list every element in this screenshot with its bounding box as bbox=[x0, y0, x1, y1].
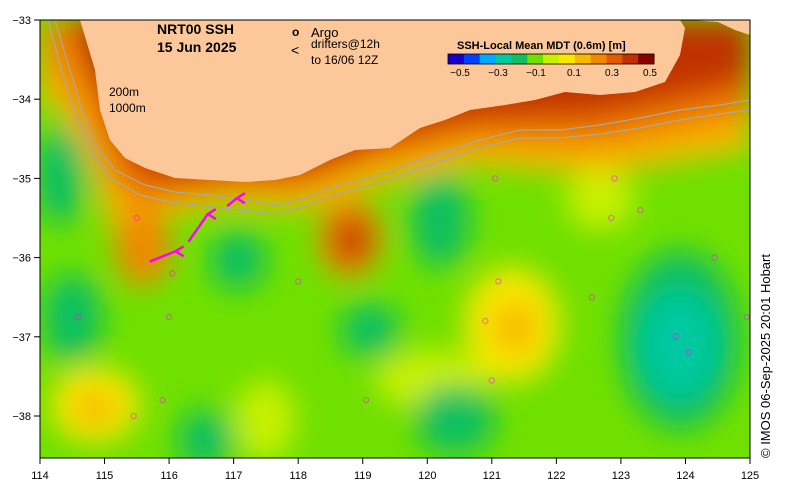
x-tick-label: 122 bbox=[547, 470, 565, 482]
argo-float-marker bbox=[165, 313, 173, 321]
colorbar-title: SSH-Local Mean MDT (0.6m) [m] bbox=[457, 40, 626, 52]
colorbar-swatch bbox=[558, 54, 576, 64]
y-tick-label: −36 bbox=[12, 253, 31, 265]
x-axis: 114 115 116 117 118 119 120 121 122 123 124 125 bbox=[31, 458, 759, 482]
colorbar-swatch bbox=[606, 54, 623, 64]
argo-float-marker bbox=[133, 214, 141, 222]
argo-float-marker bbox=[488, 377, 496, 384]
argo-float-marker bbox=[75, 313, 82, 321]
argo-float-marker bbox=[711, 254, 718, 261]
argo-float-marker bbox=[611, 175, 618, 182]
drifter-track bbox=[187, 213, 209, 243]
x-tick-label: 125 bbox=[741, 470, 759, 482]
colorbar-tick-label: 0.1 bbox=[567, 68, 581, 79]
argo-float-marker bbox=[672, 333, 679, 340]
colorbar-swatch bbox=[511, 54, 528, 64]
argo-floats bbox=[75, 175, 750, 420]
argo-float-marker bbox=[491, 175, 499, 182]
drifter-head bbox=[173, 245, 185, 258]
y-tick-label: −33 bbox=[12, 15, 31, 27]
argo-float-marker bbox=[482, 317, 489, 325]
colorbar-tick-label: 0.5 bbox=[643, 68, 657, 79]
colorbar-swatch bbox=[479, 54, 497, 64]
colorbar-tick-label: 0.3 bbox=[605, 68, 619, 79]
ssh-field bbox=[40, 20, 750, 458]
argo-float-marker bbox=[362, 396, 370, 404]
isobath-lines bbox=[47, 20, 750, 215]
title-line-1: NRT00 SSH bbox=[157, 21, 234, 37]
argo-legend-label: Argo bbox=[311, 25, 338, 40]
colorbar-swatch bbox=[527, 54, 544, 64]
colorbar-tick-label: −0.1 bbox=[526, 68, 546, 79]
colorbar-swatch bbox=[638, 54, 655, 64]
land-mass-east bbox=[690, 20, 750, 35]
x-tick-label: 119 bbox=[354, 470, 372, 482]
drifter-legend-label-1: drifters@12h bbox=[311, 37, 380, 51]
drifter-head bbox=[205, 207, 217, 221]
credit-text: © IMOS 06-Sep-2025 20:01 Hobart bbox=[758, 254, 773, 458]
drifter-head bbox=[234, 192, 246, 205]
x-tick-label: 118 bbox=[289, 470, 307, 482]
colorbar-swatch bbox=[543, 54, 560, 64]
y-tick-label: −37 bbox=[12, 332, 31, 344]
colorbar-swatch bbox=[495, 54, 512, 64]
argo-float-marker bbox=[495, 278, 502, 285]
colorbar-swatch bbox=[622, 54, 639, 64]
colorbar-frame bbox=[447, 53, 655, 65]
y-tick-label: −35 bbox=[12, 173, 31, 185]
y-axis: −33 −34 −35 −36 −37 −38 bbox=[12, 15, 40, 423]
drifter-legend-symbol: < bbox=[291, 42, 299, 58]
drifter-legend-label-2: to 16/06 12Z bbox=[311, 53, 378, 67]
drifter-track bbox=[226, 197, 238, 208]
isobath-label-200: 200m bbox=[109, 85, 139, 99]
title-line-2: 15 Jun 2025 bbox=[157, 39, 237, 55]
argo-legend-symbol: o bbox=[292, 25, 299, 39]
argo-float-marker bbox=[743, 313, 750, 321]
argo-float-marker bbox=[130, 412, 137, 420]
colorbar-swatch bbox=[448, 54, 465, 64]
x-tick-label: 120 bbox=[418, 470, 436, 482]
colorbar-swatch bbox=[590, 54, 607, 64]
argo-float-marker bbox=[608, 214, 615, 222]
drifter-tracks bbox=[149, 192, 246, 263]
argo-float-marker bbox=[159, 396, 166, 404]
colorbar-swatch bbox=[463, 54, 481, 64]
x-tick-label: 123 bbox=[612, 470, 630, 482]
plot-frame bbox=[39, 19, 751, 459]
argo-float-marker bbox=[294, 278, 302, 285]
argo-float-marker bbox=[169, 270, 176, 277]
x-tick-label: 116 bbox=[160, 470, 178, 482]
x-tick-label: 114 bbox=[31, 470, 49, 482]
argo-float-marker bbox=[588, 294, 596, 301]
x-tick-label: 121 bbox=[483, 470, 501, 482]
x-tick-label: 117 bbox=[225, 470, 243, 482]
colorbar-tick-label: −0.5 bbox=[450, 68, 470, 79]
colorbar: −0.5 −0.3 −0.1 0.1 0.3 0.5 bbox=[447, 53, 657, 79]
y-tick-label: −38 bbox=[12, 411, 31, 423]
argo-float-marker bbox=[637, 206, 644, 214]
x-tick-label: 124 bbox=[676, 470, 694, 482]
colorbar-tick-label: −0.3 bbox=[488, 68, 508, 79]
drifter-track bbox=[149, 250, 177, 263]
y-tick-label: −34 bbox=[12, 94, 31, 106]
colorbar-swatch bbox=[574, 54, 592, 64]
argo-float-marker bbox=[685, 349, 692, 356]
isobath-label-1000: 1000m bbox=[109, 101, 146, 115]
x-tick-label: 115 bbox=[96, 470, 114, 482]
